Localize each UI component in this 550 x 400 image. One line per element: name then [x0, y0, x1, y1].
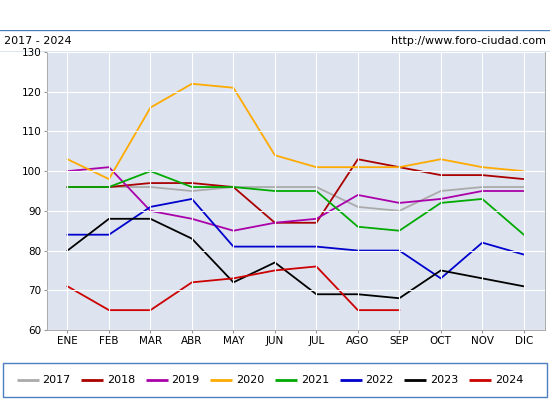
Text: 2019: 2019: [172, 375, 200, 385]
Text: 2018: 2018: [107, 375, 135, 385]
Text: 2023: 2023: [430, 375, 458, 385]
Text: http://www.foro-ciudad.com: http://www.foro-ciudad.com: [390, 36, 546, 46]
Text: 2020: 2020: [236, 375, 265, 385]
Text: 2022: 2022: [365, 375, 394, 385]
Text: 2017: 2017: [42, 375, 70, 385]
Text: 2021: 2021: [301, 375, 329, 385]
Text: 2017 - 2024: 2017 - 2024: [4, 36, 72, 46]
Bar: [3, 363, 547, 397]
Text: Evolucion del paro registrado en Algatocín: Evolucion del paro registrado en Algatoc…: [113, 7, 437, 23]
Text: 2024: 2024: [495, 375, 523, 385]
